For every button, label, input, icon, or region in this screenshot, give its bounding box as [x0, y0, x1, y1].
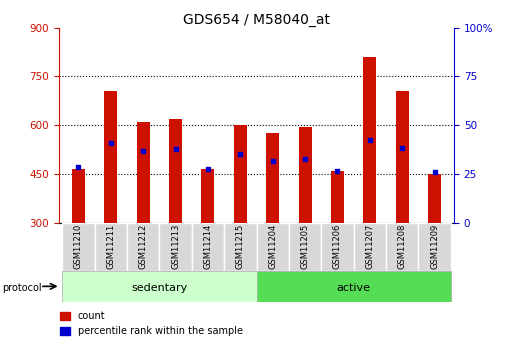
Bar: [234, 125, 247, 223]
Bar: [72, 169, 85, 223]
Text: GSM11209: GSM11209: [430, 224, 439, 269]
Bar: [202, 169, 214, 223]
Text: GSM11205: GSM11205: [301, 224, 309, 269]
Point: [107, 140, 115, 146]
Point: [74, 165, 83, 170]
Bar: [321, 223, 353, 271]
Point: [269, 158, 277, 164]
Bar: [256, 271, 451, 302]
Point: [204, 166, 212, 172]
Bar: [160, 223, 192, 271]
Text: GSM11214: GSM11214: [204, 224, 212, 269]
Text: GSM11215: GSM11215: [236, 224, 245, 269]
Point: [333, 168, 342, 173]
Text: protocol: protocol: [3, 283, 42, 293]
Bar: [169, 119, 182, 223]
Point: [171, 147, 180, 152]
Text: sedentary: sedentary: [131, 283, 187, 293]
Bar: [94, 223, 127, 271]
Point: [301, 156, 309, 162]
Bar: [62, 223, 94, 271]
Bar: [299, 127, 311, 223]
Bar: [127, 223, 160, 271]
Bar: [396, 91, 409, 223]
Bar: [363, 57, 377, 223]
Bar: [192, 223, 224, 271]
Point: [139, 148, 147, 154]
Point: [398, 145, 406, 150]
Text: GSM11210: GSM11210: [74, 224, 83, 269]
Bar: [62, 271, 256, 302]
Text: GSM11213: GSM11213: [171, 224, 180, 269]
Bar: [224, 223, 256, 271]
Bar: [386, 223, 419, 271]
Title: GDS654 / M58040_at: GDS654 / M58040_at: [183, 12, 330, 27]
Bar: [266, 133, 279, 223]
Bar: [353, 223, 386, 271]
Text: GSM11204: GSM11204: [268, 224, 277, 269]
Text: GSM11212: GSM11212: [139, 224, 148, 269]
Text: GSM11208: GSM11208: [398, 224, 407, 269]
Bar: [428, 174, 441, 223]
Legend: count, percentile rank within the sample: count, percentile rank within the sample: [56, 307, 246, 340]
Bar: [256, 223, 289, 271]
Point: [430, 169, 439, 175]
Text: active: active: [337, 283, 370, 293]
Bar: [289, 223, 321, 271]
Bar: [136, 122, 150, 223]
Bar: [104, 91, 117, 223]
Text: GSM11211: GSM11211: [106, 224, 115, 269]
Point: [366, 137, 374, 142]
Text: GSM11206: GSM11206: [333, 224, 342, 269]
Point: [236, 151, 244, 157]
Bar: [419, 223, 451, 271]
Text: GSM11207: GSM11207: [365, 224, 374, 269]
Bar: [331, 170, 344, 223]
